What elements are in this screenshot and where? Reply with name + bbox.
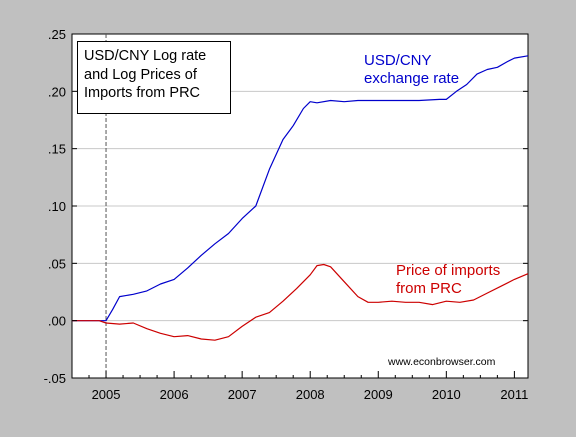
y-tick-label: .15	[48, 142, 66, 157]
x-tick-label: 2005	[92, 387, 121, 402]
title-box: USD/CNY Log rate and Log Prices of Impor…	[77, 41, 231, 114]
import-price-line	[72, 263, 529, 341]
usd-cny-annotation-line-1: USD/CNY	[364, 52, 432, 69]
import-price-annotation-line-1: Price of imports	[396, 262, 501, 279]
x-tick-label: 2010	[432, 387, 461, 402]
y-axis: .25 .20 .15 .10 .05 .00 -.05	[44, 27, 528, 386]
import-price-annotation-line-2: from PRC	[396, 280, 462, 297]
usd-cny-annotation: USD/CNY exchange rate	[364, 52, 459, 88]
y-tick-label: .20	[48, 84, 66, 99]
usd-cny-line	[72, 55, 529, 322]
title-line-2: and Log Prices of	[84, 66, 197, 83]
title-line-3: Imports from PRC	[84, 85, 201, 101]
y-tick-label: .25	[48, 27, 66, 42]
series-layer	[72, 55, 529, 341]
x-axis: 2005 2006 2007 2008 2009 2010 2011	[88, 371, 528, 402]
x-tick-label: 2011	[500, 387, 528, 402]
y-tick-label: -.05	[44, 371, 66, 386]
x-tick-label: 2007	[228, 387, 257, 402]
x-tick-label: 2006	[160, 387, 189, 402]
y-tick-label: .10	[48, 199, 66, 214]
source-credit: www.econbrowser.com	[388, 356, 496, 368]
title-line-1: USD/CNY Log rate	[84, 48, 207, 64]
y-tick-label: .00	[48, 314, 66, 329]
x-tick-label: 2009	[364, 387, 393, 402]
x-tick-label: 2008	[296, 387, 325, 402]
y-tick-label: .05	[48, 256, 66, 271]
usd-cny-annotation-line-2: exchange rate	[364, 70, 460, 87]
import-price-annotation: Price of imports from PRC	[396, 262, 500, 298]
